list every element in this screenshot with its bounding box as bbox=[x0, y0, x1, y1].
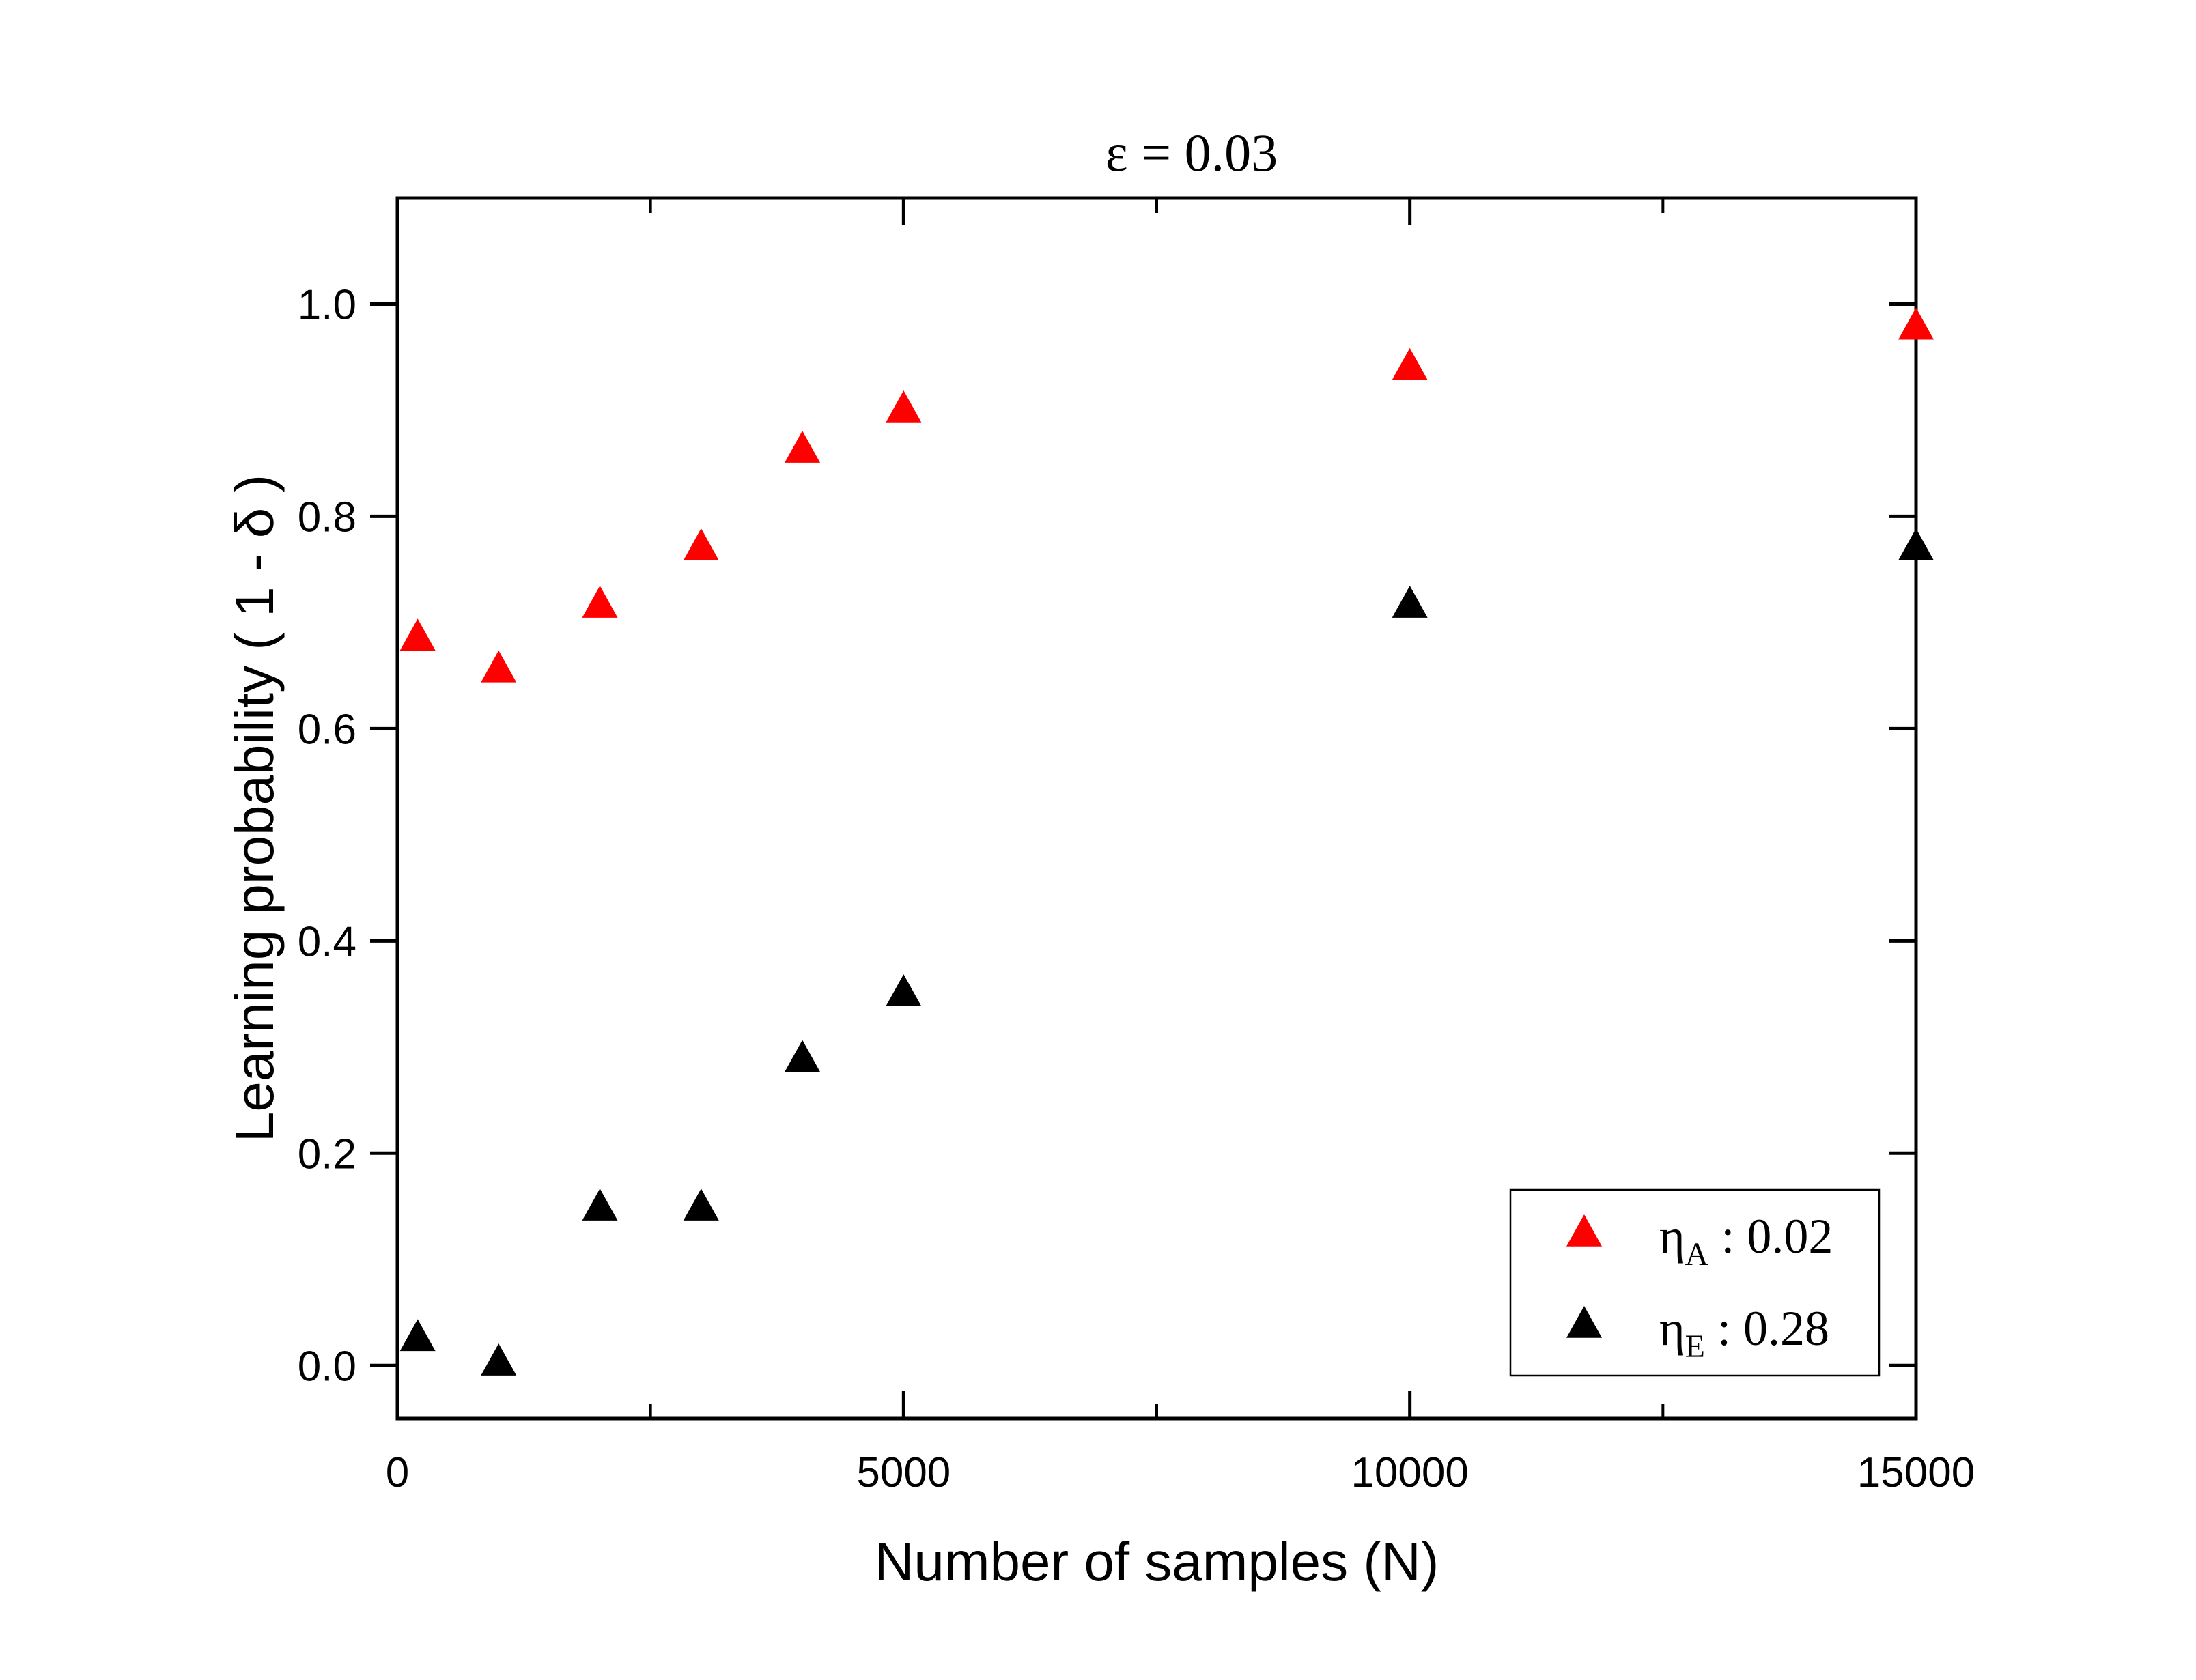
marker-eta-a bbox=[785, 431, 821, 463]
y-tick-label: 0.0 bbox=[298, 1343, 356, 1390]
x-tick-label: 5000 bbox=[856, 1449, 951, 1496]
marker-eta-a bbox=[1898, 307, 1934, 340]
y-tick-labels: 0.0 0.2 0.4 0.6 0.8 1.0 bbox=[298, 281, 356, 1390]
y-axis-title: Learning probability ( 1 - δ ) bbox=[224, 474, 285, 1142]
marker-eta-e bbox=[399, 1319, 436, 1352]
marker-eta-e bbox=[886, 974, 922, 1006]
legend-symbol-eta-a: η bbox=[1659, 1209, 1685, 1264]
marker-eta-e bbox=[1898, 528, 1934, 560]
x-tick-labels: 0 5000 10000 15000 bbox=[386, 1449, 1975, 1496]
y-tick-label: 0.2 bbox=[298, 1130, 356, 1178]
axis-ticks bbox=[370, 198, 1918, 1419]
legend-label-eta-a: ηA : 0.02 bbox=[1659, 1209, 1833, 1272]
marker-eta-a bbox=[399, 618, 436, 651]
legend: ηA : 0.02 ηE : 0.28 bbox=[1509, 1188, 1881, 1377]
legend-value-eta-a: : 0.02 bbox=[1708, 1209, 1833, 1264]
y-tick-label: 0.6 bbox=[298, 706, 356, 753]
y-tick-label: 1.0 bbox=[298, 281, 356, 328]
y-tick-label: 0.8 bbox=[298, 494, 356, 541]
x-tick-label: 0 bbox=[386, 1449, 409, 1496]
marker-eta-e bbox=[1392, 586, 1428, 618]
marker-eta-a bbox=[886, 390, 922, 423]
legend-value-eta-e: : 0.28 bbox=[1705, 1301, 1829, 1356]
marker-eta-a bbox=[683, 528, 719, 560]
x-tick-label: 15000 bbox=[1857, 1449, 1975, 1496]
legend-label-eta-e: ηE : 0.28 bbox=[1659, 1301, 1829, 1365]
y-tick-label: 0.4 bbox=[298, 918, 356, 965]
marker-eta-a bbox=[1392, 347, 1428, 380]
marker-eta-a bbox=[481, 650, 517, 683]
legend-marker-eta-e bbox=[1566, 1305, 1602, 1338]
legend-symbol-eta-e: η bbox=[1659, 1301, 1685, 1356]
legend-subscript-eta-a: A bbox=[1685, 1236, 1709, 1272]
legend-subscript-eta-e: E bbox=[1685, 1328, 1705, 1365]
legend-marker-eta-a bbox=[1566, 1214, 1602, 1247]
marker-eta-e bbox=[785, 1040, 821, 1072]
marker-eta-e bbox=[582, 1188, 618, 1221]
data-markers bbox=[399, 307, 1934, 1376]
chart-title: ε = 0.03 bbox=[1106, 123, 1278, 182]
marker-eta-e bbox=[683, 1188, 719, 1221]
legend-box bbox=[1509, 1188, 1881, 1377]
x-axis-title: Number of samples (N) bbox=[875, 1531, 1439, 1592]
x-tick-label: 10000 bbox=[1351, 1449, 1468, 1496]
marker-eta-e bbox=[481, 1343, 517, 1376]
marker-eta-a bbox=[582, 586, 618, 618]
